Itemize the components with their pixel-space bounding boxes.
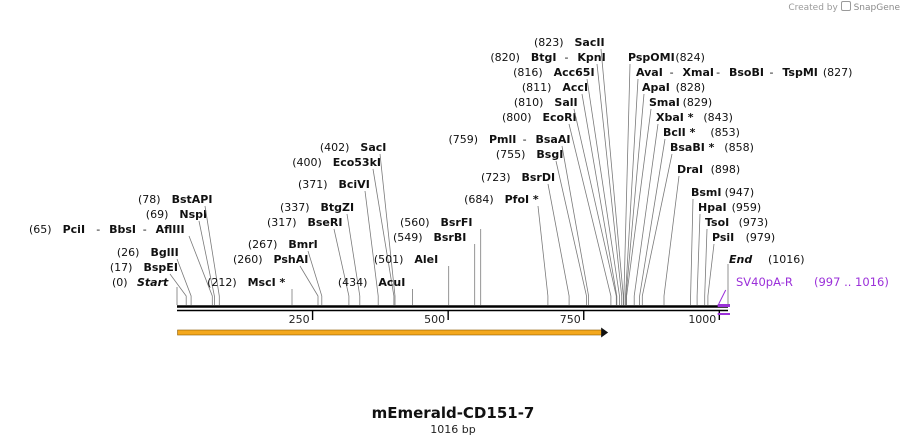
restriction-site-label: BsmI (947) [691, 186, 754, 199]
site-leader [596, 63, 623, 305]
restriction-site-label: DraI (898) [677, 163, 740, 176]
site-leader [372, 168, 395, 305]
restriction-site-label: HpaI (959) [698, 201, 761, 214]
restriction-site-label: ApaI (828) [642, 81, 705, 94]
site-leader [581, 93, 618, 305]
ruler-tick-label: 250 [289, 313, 310, 326]
restriction-site-label: (26) BglII [117, 246, 179, 259]
orf-arrow-body [177, 329, 603, 336]
end-label: End (1016) [729, 253, 805, 266]
site-leader [379, 153, 396, 305]
restriction-site-label: (759) PmlI - BsaAI [449, 133, 571, 146]
restriction-site-label: (823) SacII [534, 36, 605, 49]
site-leader [623, 63, 631, 305]
map-title: mEmerald-CD151-7 [371, 404, 535, 422]
restriction-site-label: (400) Eco53kI [292, 156, 381, 169]
site-leader [561, 145, 589, 305]
site-leader [625, 78, 639, 305]
site-leader [600, 48, 624, 305]
site-leader [663, 175, 680, 305]
site-leader [633, 123, 659, 305]
site-leader [639, 138, 666, 305]
restriction-site-label: (820) BtgI - KpnI [490, 51, 605, 64]
credit-brand: SnapGene [853, 3, 900, 13]
restriction-site-label: (684) PfoI * [464, 193, 539, 206]
restriction-site-label: (755) BsgI [496, 148, 563, 161]
site-leader [696, 213, 701, 305]
restriction-site-label: BclI * (853) [663, 126, 740, 139]
restriction-site-label: (17) BspEI [110, 261, 178, 274]
restriction-site-label: (69) NspI [146, 208, 207, 221]
map-length: 1016 bp [430, 423, 476, 436]
restriction-site-label: PsiI (979) [712, 231, 775, 244]
site-leader [299, 265, 319, 305]
feature-mark-lower [717, 313, 730, 315]
restriction-site-label: (260) PshAI [233, 253, 308, 266]
restriction-site-label: (434) AcuI [338, 276, 405, 289]
feature-leader [718, 289, 727, 305]
snapgene-logo-icon [840, 1, 851, 11]
restriction-site-label: (371) BciVI [298, 178, 370, 191]
restriction-site-label: TsoI (973) [705, 216, 768, 229]
restriction-site-label: (402) SacI [320, 141, 386, 154]
site-leader [547, 183, 570, 305]
restriction-site-label: (501) AleI [374, 253, 438, 266]
site-leader [198, 220, 215, 305]
site-leader [176, 258, 192, 305]
feature-range: (997 .. 1016) [814, 275, 889, 289]
restriction-site-label: PspOMI(824) [628, 51, 705, 64]
site-leader [690, 198, 694, 305]
snapgene-credit: Created by SnapGene [788, 1, 900, 13]
restriction-site-label: (549) BsrBI [393, 231, 466, 244]
site-leader [625, 93, 645, 305]
site-leader [555, 160, 587, 305]
site-leader [626, 108, 652, 305]
restriction-site-label: BsaBI * (858) [670, 141, 754, 154]
restriction-site-label: (317) BseRI [267, 216, 342, 229]
site-leader [188, 235, 213, 305]
site-leader [707, 243, 715, 305]
site-leader [568, 123, 612, 305]
restriction-site-label: (65) PciI - BbsI - AflIII [29, 223, 185, 236]
orf-arrow-head [601, 327, 609, 338]
ruler-tick-label: 500 [424, 313, 445, 326]
restriction-site-label: AvaI - XmaI - BsoBI - TspMI (827) [636, 66, 852, 79]
linear-sequence-map: 250 500 750 1000 SV40pA-R (997 .. 1016) (0) Sta… [29, 36, 889, 338]
site-leader [333, 228, 350, 305]
restriction-site-label: (78) BstAPI [138, 193, 212, 206]
restriction-site-label: (212) MscI * [207, 276, 285, 289]
restriction-site-label: (811) AccI [522, 81, 588, 94]
site-leader [586, 78, 620, 305]
site-leader [169, 273, 187, 305]
restriction-site-label: (816) Acc65I [513, 66, 594, 79]
feature-mark [717, 304, 730, 307]
restriction-site-label: (800) EcoRI [502, 111, 577, 124]
restriction-site-label: (337) BtgZI [280, 201, 354, 214]
start-label: (0) Start [112, 276, 169, 289]
restriction-site-label: SmaI (829) [649, 96, 712, 109]
restriction-site-label: (267) BmrI [248, 238, 318, 251]
ruler-tick-label: 750 [560, 313, 581, 326]
restriction-site-label: (810) SalI [514, 96, 578, 109]
site-leader [364, 190, 379, 305]
site-leader [641, 153, 673, 305]
restriction-site-label: (560) BsrFI [400, 216, 472, 229]
site-leader [346, 213, 361, 305]
site-leader [307, 250, 323, 305]
ruler-tick-label: 1000 [688, 313, 716, 326]
site-leader [573, 108, 617, 305]
site-leader [537, 205, 549, 305]
site-leader [704, 228, 708, 305]
restriction-site-label: XbaI * (843) [656, 111, 733, 124]
credit-prefix: Created by [788, 3, 838, 13]
site-leader [204, 205, 220, 305]
feature-name: SV40pA-R [736, 275, 793, 289]
restriction-site-label: (723) BsrDI [481, 171, 555, 184]
